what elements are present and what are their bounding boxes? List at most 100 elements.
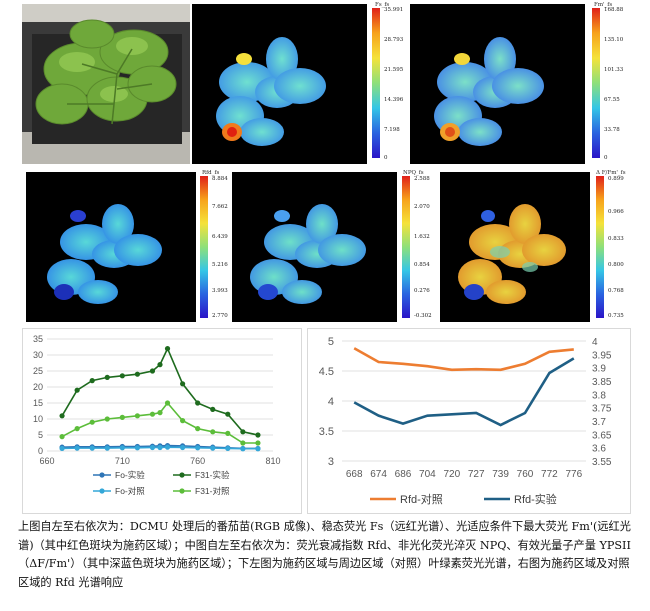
data-point <box>225 411 231 417</box>
data-point <box>240 440 246 446</box>
data-point <box>180 381 186 387</box>
fm-colorbar-title: Fm'_fs <box>594 2 613 8</box>
data-point <box>255 432 261 438</box>
rfd-image-panel <box>26 172 196 322</box>
fs-tick: 7.198 <box>384 127 400 133</box>
y-tick-label: 15 <box>33 398 43 408</box>
data-point <box>134 413 140 419</box>
data-point <box>149 411 156 417</box>
data-point <box>255 440 261 446</box>
y-left-tick-label: 3 <box>328 456 334 468</box>
spectrum-chart-panel: 0 5 10 15 20 25 30 35 660 710 760 810 Fo-实验 F31-实验 Fo-… <box>22 328 302 514</box>
x-tick-label: 760 <box>517 469 534 480</box>
rfd-fluorescence-map <box>47 204 162 304</box>
legend-label: Fo-实验 <box>115 470 145 480</box>
legend-marker <box>99 488 105 494</box>
legend-label: Fo-对照 <box>115 486 145 496</box>
x-tick-label: 810 <box>265 456 280 466</box>
data-point <box>240 446 246 452</box>
data-point <box>164 444 171 450</box>
data-point <box>149 444 156 451</box>
data-point <box>164 400 171 406</box>
data-point <box>59 413 65 419</box>
data-point <box>157 410 163 416</box>
legend-label: F31-实验 <box>195 470 230 480</box>
fs-image-panel <box>192 4 367 164</box>
rfd-tick: 7.662 <box>212 204 228 210</box>
y-tick-label: 35 <box>33 334 43 344</box>
data-point <box>74 426 80 432</box>
fs-colorbar <box>372 8 380 158</box>
fs-fluorescence-map <box>216 37 326 146</box>
y-right-tick-label: 3.65 <box>592 430 612 441</box>
y-right-tick-label: 3.6 <box>592 444 606 455</box>
x-tick-label: 739 <box>492 469 509 480</box>
fm-tick: 168.88 <box>604 7 624 13</box>
y-tick-label: 30 <box>33 350 43 360</box>
y-right-tick-label: 3.9 <box>592 364 606 375</box>
legend-marker <box>99 472 105 478</box>
y-tick-label: 0 <box>38 446 43 456</box>
rfd-colorbar-title: Rfd_fs <box>202 170 220 176</box>
fs-tick: 21.595 <box>384 67 404 73</box>
fs-tick: 28.793 <box>384 37 404 43</box>
fs-tick: 14.396 <box>384 97 404 103</box>
data-point <box>89 378 95 384</box>
legend-label: F31-对照 <box>195 486 230 496</box>
ypsii-tick: 0.899 <box>608 176 624 182</box>
y-tick-label: 5 <box>38 430 43 440</box>
data-point <box>149 368 156 374</box>
data-point <box>104 374 110 380</box>
ypsii-tick: 0.735 <box>608 313 624 319</box>
npq-colorbar <box>402 176 410 318</box>
data-point <box>195 426 201 432</box>
data-point <box>134 445 140 451</box>
data-point <box>59 434 65 440</box>
fm-tick: 33.78 <box>604 127 620 133</box>
data-point <box>74 445 80 451</box>
npq-tick: 2.070 <box>414 204 430 210</box>
y-right-tick-label: 3.8 <box>592 390 606 401</box>
data-point <box>89 445 95 451</box>
data-point <box>225 445 231 452</box>
fs-tick: 0 <box>384 155 388 161</box>
fm-fluorescence-map <box>434 37 544 146</box>
data-point <box>157 362 163 368</box>
fm-image-panel <box>410 4 585 164</box>
rfd-colorbar <box>200 176 208 318</box>
x-tick-label: 674 <box>370 469 387 480</box>
data-point <box>119 414 125 420</box>
y-right-tick-label: 3.55 <box>592 457 612 468</box>
x-tick-label: 686 <box>395 469 412 480</box>
fm-tick: 0 <box>604 155 608 161</box>
data-point <box>59 445 65 452</box>
legend-label: Rfd-对照 <box>400 492 443 506</box>
x-tick-label: 720 <box>443 469 460 480</box>
data-point <box>104 416 110 422</box>
rfd-chart-panel: 3 3.5 4 4.5 5 3.55 3.6 3.65 3.7 3.75 3.8 3.85 3.9 3.9… <box>307 328 631 514</box>
x-tick-label: 660 <box>39 456 54 466</box>
data-point <box>134 371 140 377</box>
npq-image-panel <box>232 172 397 322</box>
ypsii-tick: 0.833 <box>608 236 624 242</box>
data-point <box>180 444 186 451</box>
data-point <box>89 419 95 425</box>
data-point <box>74 387 80 393</box>
data-point <box>119 373 125 379</box>
fm-tick: 135.10 <box>604 37 624 43</box>
data-point <box>157 444 163 451</box>
npq-tick: 0.276 <box>414 288 430 294</box>
ypsii-colorbar <box>596 176 604 318</box>
figure-caption: 上图自左至右依次为：DCMU 处理后的番茄苗(RGB 成像)、稳态荧光 Fs（远… <box>18 518 638 592</box>
data-point <box>255 446 261 452</box>
npq-tick: -0.302 <box>414 313 432 319</box>
rfd-tick: 6.439 <box>212 234 228 240</box>
x-tick-label: 704 <box>419 469 436 480</box>
ypsii-fluorescence-map <box>458 204 566 304</box>
data-point <box>210 406 216 412</box>
legend-marker <box>179 472 185 478</box>
data-point <box>195 400 201 406</box>
y-right-tick-label: 4 <box>592 337 598 348</box>
data-point <box>180 418 186 424</box>
legend-marker <box>179 488 185 494</box>
